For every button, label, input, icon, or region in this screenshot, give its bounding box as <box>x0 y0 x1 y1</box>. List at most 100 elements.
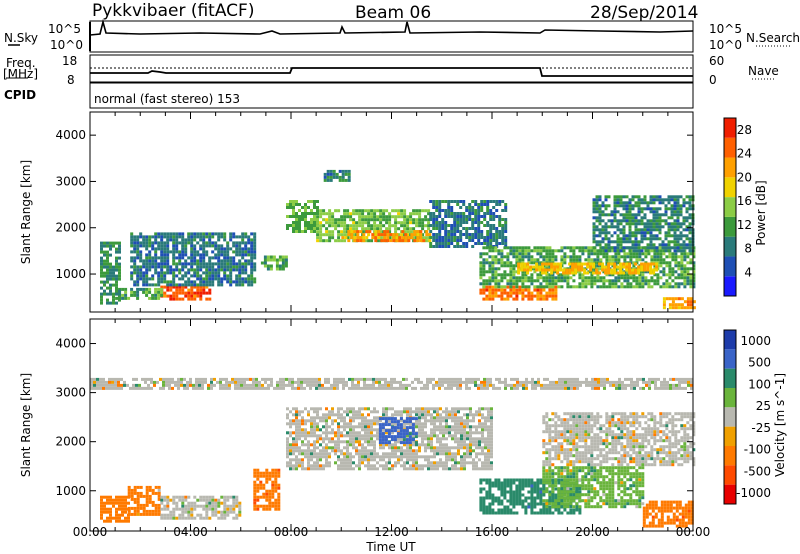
power-cell-r0 <box>181 291 185 295</box>
power-cell-r12 <box>619 249 623 253</box>
power-cell-r10 <box>605 258 609 262</box>
vel-cell-r6 <box>530 502 534 506</box>
vel-cell-r6 <box>530 481 534 485</box>
power-cell-r9 <box>509 294 513 298</box>
power-cell-r12 <box>634 222 638 226</box>
power-cell-r12 <box>658 213 662 217</box>
power-cell-r11 <box>616 265 620 269</box>
power-cell-r3 <box>181 247 185 251</box>
power-cell-r10 <box>503 264 507 268</box>
vel-cell-r3 <box>277 498 281 502</box>
power-cell-r5 <box>304 227 307 230</box>
vel-cell-r6 <box>536 511 540 515</box>
power-cell-r12 <box>655 225 659 229</box>
power-cell-r11 <box>550 268 554 272</box>
vel-cell-r4 <box>403 449 406 453</box>
power-cbar-tick-0: 4 <box>744 265 752 279</box>
power-cell-r8 <box>438 221 442 224</box>
power-cell-r10 <box>641 282 645 286</box>
vel-cell-r4 <box>469 425 472 429</box>
vel-cell-r1 <box>145 503 149 507</box>
power-cell-r5 <box>295 224 298 227</box>
power-cell-r12 <box>601 240 605 244</box>
power-cell-r6 <box>340 239 344 243</box>
power-cell-r8 <box>462 203 466 206</box>
power-cell-r3 <box>205 253 209 257</box>
power-cell-r3 <box>232 235 236 239</box>
power-cell-r10 <box>488 264 492 268</box>
power-cell-r2 <box>100 259 103 263</box>
power-cell-r7 <box>404 233 408 237</box>
vel-cell-r4 <box>433 452 436 456</box>
power-cell-r8 <box>465 236 469 239</box>
vel-cell-r4 <box>418 434 421 438</box>
power-cell-r1 <box>160 287 164 291</box>
vel-cell-r6 <box>533 499 537 503</box>
power-cell-r9 <box>536 294 540 298</box>
power-cell-r11 <box>568 268 572 272</box>
power-cell-r7 <box>353 239 357 243</box>
power-cell-r10 <box>494 279 498 283</box>
vel-cell-r2 <box>208 495 212 499</box>
power-cell-r6 <box>334 221 338 225</box>
vel-cell-r5 <box>396 420 400 424</box>
vel-cell-r4 <box>325 464 328 468</box>
power-cell-r6 <box>424 215 428 219</box>
power-cell-r12 <box>676 210 680 214</box>
vel-cell-r4 <box>430 449 433 453</box>
power-cell-r11 <box>535 268 539 272</box>
vel-cell-r1 <box>154 491 158 495</box>
power-cell-r10 <box>530 249 534 253</box>
vel-cell-r6 <box>506 499 510 503</box>
power-cell-r14 <box>326 178 330 182</box>
vel-cell-r4 <box>349 419 352 423</box>
power-cell-r10 <box>485 261 489 265</box>
power-cell-r3 <box>226 244 230 248</box>
power-cell-r7 <box>404 236 408 240</box>
vel-cell-r1 <box>127 488 131 492</box>
vel-cell-r6 <box>500 502 504 506</box>
vel-cell-r6 <box>539 511 543 515</box>
power-cell-r10 <box>599 279 603 283</box>
power-cell-r9 <box>500 291 504 295</box>
vel-cell-r4 <box>478 419 481 423</box>
power-cell-r12 <box>616 225 620 229</box>
power-cell-r12 <box>607 231 611 235</box>
vel-cell-r0 <box>103 495 106 499</box>
power-cell-r3 <box>229 232 233 236</box>
vel-cell-r4 <box>340 434 343 438</box>
power-cell-r3 <box>160 250 164 254</box>
vel-cell-r4 <box>376 467 379 471</box>
power-cell-r12 <box>649 222 653 226</box>
power-cell-r10 <box>662 249 666 253</box>
power-cell-r10 <box>500 276 504 280</box>
power-cell-r8 <box>474 230 478 233</box>
power-cell-r11 <box>556 265 560 269</box>
power-cell-r8 <box>429 200 433 203</box>
power-cell-r6 <box>394 227 398 231</box>
power-cell-r3 <box>220 232 224 236</box>
vel-cell-r4 <box>358 449 361 453</box>
vel-cell-r5 <box>381 426 385 430</box>
power-cell-r5 <box>310 209 313 212</box>
power-cell-r6 <box>376 224 380 228</box>
power-cell-r10 <box>617 276 621 280</box>
vel-cell-r6 <box>485 490 489 494</box>
power-cell-r10 <box>572 258 576 262</box>
vel-cell-r5 <box>387 429 391 433</box>
power-cell-r12 <box>688 237 692 241</box>
power-cell-r5 <box>286 227 289 230</box>
vel-cell-r2 <box>163 498 167 502</box>
vel-cell-r4 <box>469 443 472 447</box>
power-cell-r10 <box>650 255 654 259</box>
vel-cell-r4 <box>412 452 415 456</box>
vel-cell-r4 <box>298 461 301 465</box>
vel-cell-r4 <box>451 419 454 423</box>
vel-cell-r4 <box>484 440 487 444</box>
power-cell-r10 <box>575 258 579 262</box>
power-cell-r3 <box>238 250 242 254</box>
vel-cell-r4 <box>364 434 367 438</box>
power-cell-r3 <box>217 265 221 269</box>
power-cell-r14 <box>335 175 339 179</box>
power-cell-r8 <box>429 245 433 248</box>
